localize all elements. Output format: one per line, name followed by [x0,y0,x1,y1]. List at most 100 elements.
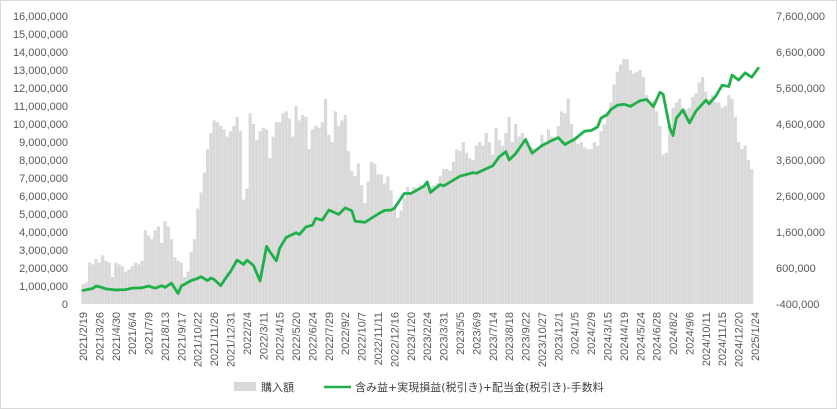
bar [379,174,383,304]
x-axis-tick-label: 2025/1/24 [750,312,762,361]
bar [556,125,560,304]
bar [366,181,370,304]
bar [160,242,164,304]
x-axis-tick-label: 2022/11/11 [373,312,385,365]
bar [641,77,646,304]
bar [668,124,672,304]
bar [127,269,131,304]
bar [435,183,439,304]
x-axis-tick-label: 2022/6/24 [307,312,319,361]
bar [517,136,521,304]
bar [471,160,475,304]
left-axis-tick-label: 16,000,000 [13,11,68,23]
bar [602,124,606,304]
left-axis-tick-label: 3,000,000 [19,245,68,257]
bar [674,102,678,305]
legend: 購入額 含み益+実現損益(税引き)+配当金(税引き)-手数料 [234,380,604,394]
bar [268,158,272,304]
bar [156,226,160,304]
bar [97,262,101,304]
bar [297,120,301,305]
x-axis-tick-label: 2021/3/26 [94,312,106,361]
bar [579,142,583,304]
x-axis-tick-label: 2021/12/31 [226,312,238,367]
legend-label-line: 含み益+実現損益(税引き)+配当金(税引き)-手数料 [355,380,604,394]
bar [120,266,124,304]
bar [563,113,567,304]
bar [232,125,236,304]
x-axis-tick-label: 2022/10/7 [357,312,369,361]
bar [599,131,603,304]
x-axis-tick-label: 2023/12/1 [553,312,565,361]
bar [146,235,151,304]
bar [360,185,364,304]
bar [199,192,203,304]
bar [137,264,141,304]
x-axis-tick-label: 2024/11/15 [717,312,729,366]
bar [461,142,465,304]
x-axis-tick-label: 2023/10/27 [537,312,549,367]
bar [566,98,570,304]
bar [205,149,210,304]
bar [425,183,429,304]
bar [402,197,406,304]
x-axis-tick-label: 2022/12/16 [389,312,401,367]
bar [687,107,692,304]
bar [212,120,216,305]
x-axis-tick-label: 2024/4/19 [619,312,631,361]
left-axis-tick-label: 6,000,000 [19,191,68,203]
bar [573,140,577,304]
bar [130,266,134,304]
bar [81,284,85,304]
x-axis-tick-label: 2023/6/9 [471,312,483,355]
left-axis-tick-label: 8,000,000 [19,155,68,167]
legend-label-bar: 購入額 [261,380,294,394]
x-axis-tick-label: 2021/7/9 [144,312,156,355]
bar [245,188,249,304]
bar [91,264,95,304]
bar [107,262,111,304]
bar [310,129,315,304]
bar [396,217,400,304]
x-axis-tick-label: 2024/9/6 [684,312,696,355]
bar [143,230,147,304]
left-axis-tick-label: 11,000,000 [14,101,68,113]
bar [661,154,665,304]
bar [707,98,711,304]
bar [419,185,423,304]
bar [369,161,374,304]
x-axis: 2021/2/19 2021/3/26 2021/4/30 2021/6/4 2021/… [78,312,762,367]
bar [723,106,728,304]
bar [445,169,449,304]
bar [527,145,531,304]
bar [356,163,360,304]
x-axis-tick-label: 2021/4/30 [111,312,123,361]
bar [192,239,197,304]
bar [533,149,537,304]
bar [612,84,616,305]
bar [671,107,675,304]
bar [409,192,413,304]
bar [415,190,419,304]
left-axis-tick-label: 9,000,000 [19,137,68,149]
bar [628,70,633,304]
bar [222,129,226,304]
bar [491,154,495,304]
x-axis-tick-label: 2024/12/20 [734,312,746,367]
bar [632,73,636,304]
bar [746,160,751,304]
bar [537,149,541,304]
bar-series-purchase-amount [81,59,754,305]
bar [560,111,564,305]
bar [605,111,610,305]
bar [638,70,642,304]
bar [196,208,200,304]
bar [209,133,213,304]
x-axis-tick-label: 2024/1/5 [570,312,582,355]
bar [153,230,157,304]
right-axis: -400,000 600,000 1,600,000 2,600,000 3,600,0… [776,11,825,311]
bar [265,129,269,304]
bar [691,97,695,304]
bar [166,226,170,304]
bar [619,64,623,304]
